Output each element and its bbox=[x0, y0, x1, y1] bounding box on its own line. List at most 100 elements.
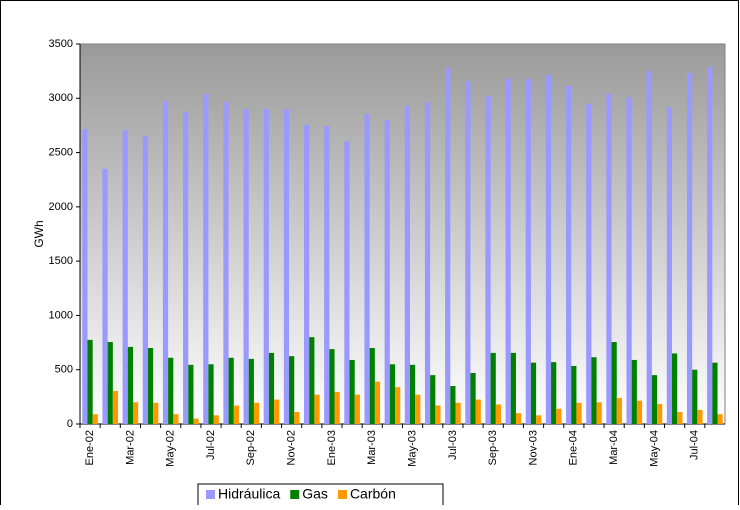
bar bbox=[591, 357, 597, 424]
bar bbox=[384, 120, 390, 424]
bar bbox=[455, 402, 461, 424]
x-tick-label: Nov-03 bbox=[527, 430, 539, 465]
x-tick-label: Jul-03 bbox=[447, 430, 459, 460]
x-tick-label: Mar-03 bbox=[366, 430, 378, 465]
bar bbox=[536, 415, 542, 424]
bar bbox=[395, 387, 401, 424]
bar bbox=[203, 93, 209, 424]
bar bbox=[415, 394, 421, 424]
bar bbox=[243, 109, 249, 425]
legend-swatch bbox=[337, 490, 347, 499]
bar bbox=[132, 402, 139, 424]
bar bbox=[495, 404, 502, 424]
legend-swatch bbox=[290, 490, 300, 499]
bar bbox=[344, 141, 350, 424]
bar bbox=[92, 414, 98, 424]
bar bbox=[147, 348, 154, 424]
bar bbox=[556, 408, 562, 424]
bar bbox=[142, 136, 148, 425]
bar bbox=[505, 78, 511, 424]
bar bbox=[435, 405, 441, 424]
bar bbox=[87, 339, 93, 424]
x-tick-label: May-03 bbox=[406, 430, 418, 467]
bar bbox=[430, 375, 436, 424]
bar bbox=[530, 362, 537, 424]
x-tick-label: Jul-02 bbox=[205, 430, 217, 460]
bar bbox=[329, 349, 335, 424]
bar bbox=[208, 364, 214, 424]
x-tick-label: Ene-02 bbox=[84, 430, 96, 465]
y-tick-label: 0 bbox=[67, 418, 73, 430]
bar bbox=[717, 414, 723, 424]
y-tick-label: 3000 bbox=[49, 92, 73, 104]
bar bbox=[465, 80, 471, 425]
bar bbox=[303, 124, 310, 424]
bar bbox=[153, 402, 159, 424]
bar bbox=[82, 129, 88, 424]
bar bbox=[677, 412, 683, 424]
x-tick-label: Jul-04 bbox=[689, 430, 701, 460]
x-tick-label: Ene-03 bbox=[326, 430, 338, 465]
bar bbox=[404, 105, 410, 424]
y-tick-label: 500 bbox=[55, 364, 73, 376]
bar bbox=[324, 125, 330, 424]
bar bbox=[636, 400, 643, 424]
bar bbox=[248, 358, 254, 424]
bar bbox=[112, 390, 119, 424]
legend-label: Hidráulica bbox=[218, 486, 280, 502]
bar bbox=[374, 381, 381, 424]
bar bbox=[666, 106, 673, 424]
y-tick-label: 1000 bbox=[49, 309, 73, 321]
bar bbox=[289, 356, 295, 424]
bar bbox=[606, 93, 612, 424]
bar bbox=[475, 399, 481, 424]
x-tick-label: Nov-02 bbox=[286, 430, 298, 465]
bar bbox=[349, 359, 355, 424]
bar bbox=[712, 362, 718, 424]
legend-swatch bbox=[206, 490, 215, 499]
bar bbox=[102, 168, 108, 424]
bar bbox=[596, 402, 602, 424]
bar bbox=[193, 418, 199, 424]
bar bbox=[672, 353, 678, 424]
bar bbox=[389, 364, 396, 424]
bar bbox=[510, 352, 516, 424]
bar bbox=[173, 414, 179, 424]
x-tick-label: May-04 bbox=[648, 430, 660, 467]
bar bbox=[233, 405, 239, 424]
y-tick-label: 2500 bbox=[49, 146, 73, 158]
bar bbox=[364, 114, 370, 425]
bar bbox=[515, 413, 522, 424]
bar bbox=[263, 109, 269, 425]
legend-label: Gas bbox=[302, 486, 328, 502]
bar bbox=[268, 352, 275, 424]
bar bbox=[631, 359, 637, 424]
x-tick-label: Mar-02 bbox=[124, 430, 136, 465]
bar bbox=[228, 357, 234, 424]
bar bbox=[213, 415, 219, 424]
x-tick-label: Mar-04 bbox=[608, 430, 620, 465]
bar bbox=[253, 402, 260, 424]
bar bbox=[626, 97, 632, 424]
bar bbox=[485, 96, 491, 424]
bar bbox=[183, 111, 189, 424]
bar bbox=[188, 364, 194, 424]
bar bbox=[409, 364, 416, 424]
bar bbox=[551, 362, 557, 424]
bar bbox=[651, 375, 658, 424]
bar bbox=[525, 78, 531, 424]
x-tick-label: May-02 bbox=[165, 430, 177, 467]
y-axis-label: GWh bbox=[32, 220, 46, 247]
x-tick-label: Sep-02 bbox=[245, 430, 257, 465]
y-tick-label: 2000 bbox=[49, 201, 73, 213]
bar bbox=[646, 71, 652, 425]
bar bbox=[566, 85, 572, 425]
bar bbox=[697, 409, 703, 424]
bar bbox=[616, 397, 622, 424]
x-tick-label: Sep-03 bbox=[487, 430, 499, 465]
bar bbox=[686, 72, 693, 425]
bar bbox=[334, 391, 340, 424]
legend-label: Carbón bbox=[350, 486, 396, 502]
bar bbox=[107, 342, 113, 424]
